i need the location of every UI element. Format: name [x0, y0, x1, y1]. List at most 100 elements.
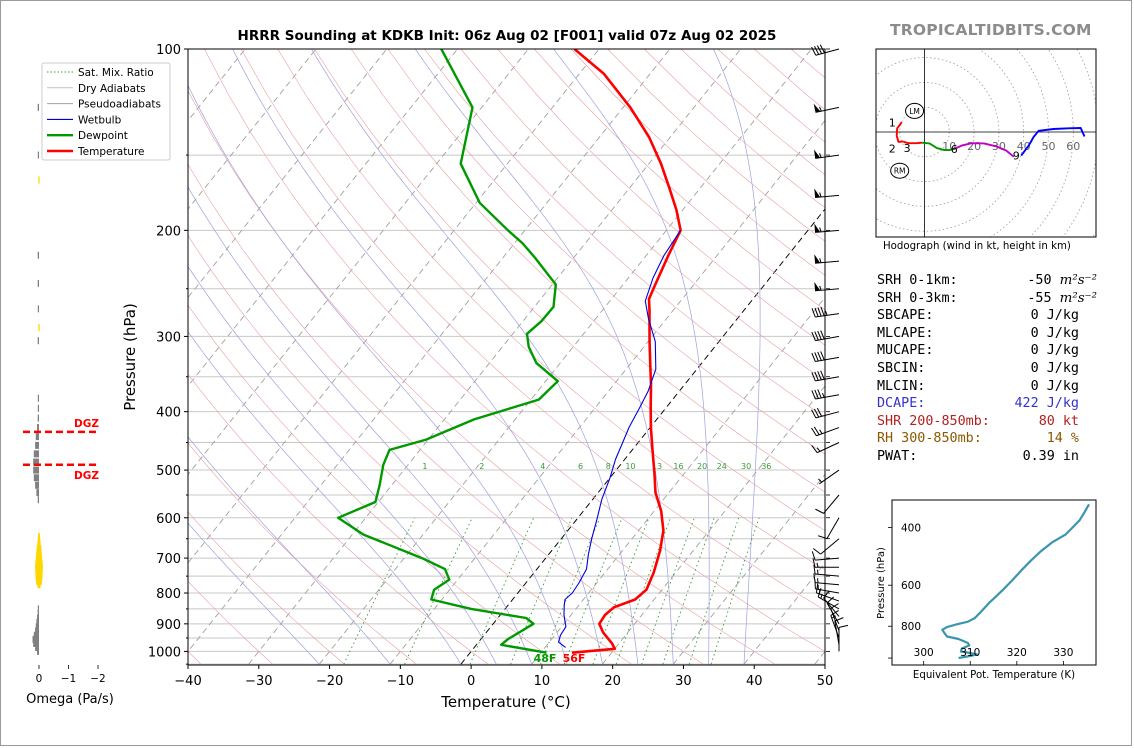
wind-barb	[814, 223, 840, 233]
barb-half	[821, 392, 825, 398]
mixing-ratio-label: 24	[717, 462, 727, 471]
dry-adiabat	[350, 49, 825, 493]
dry-adiabat	[424, 49, 825, 418]
wind-barb	[838, 624, 849, 652]
legend-entry: Sat. Mix. Ratio	[78, 67, 154, 79]
omega-tick-label: 0	[36, 673, 43, 685]
barb-staff	[815, 573, 840, 577]
parameter-row: SRH 0-3km: -55 m²s⁻²	[877, 290, 1107, 308]
x-tick-label: −10	[387, 674, 414, 689]
barb-full	[811, 352, 816, 362]
theta-e-frame	[891, 499, 1097, 666]
parameter-label: SHR 200-850mb:	[877, 413, 990, 429]
wind-barb	[811, 442, 840, 454]
omega-axis-label: Omega (Pa/s)	[26, 692, 114, 707]
x-tick-label: 40	[746, 674, 763, 689]
theta-e-line	[941, 503, 1090, 660]
dewpoint-line	[336, 49, 559, 654]
omega-bar	[36, 552, 42, 560]
legend: Sat. Mix. Ratio Dry Adiabats Pseudoadiabat…	[41, 62, 171, 161]
barb-full	[817, 389, 822, 399]
parameter-value: -50 m²s⁻²	[1027, 273, 1097, 288]
parameter-row: MUCAPE: 0 J/kg	[877, 342, 1107, 360]
legend-entry: Dry Adiabats	[78, 83, 146, 95]
parameter-row: SBCIN: 0 J/kg	[877, 360, 1107, 378]
surface-temperature-label: 56F	[563, 652, 586, 665]
parameter-row: MLCAPE: 0 J/kg	[877, 325, 1107, 343]
barb-staff	[815, 48, 840, 56]
mixing-ratio-label: 2	[479, 462, 484, 471]
storm-motion-marker	[890, 162, 910, 179]
omega-bar	[35, 560, 43, 568]
theta-e-x-axis-label: Equivalent Pot. Temperature (K)	[913, 670, 1075, 681]
wind-barb	[811, 306, 840, 318]
mixing-ratio-label: 20	[697, 462, 707, 471]
barb-half	[819, 285, 822, 291]
hodograph-caption: Hodograph (wind in kt, height in km)	[883, 241, 1071, 252]
hodograph-height-label: 3	[904, 142, 911, 155]
barb-flag	[814, 254, 821, 264]
omega-bar	[35, 623, 39, 631]
barb-half	[816, 447, 821, 452]
barb-full	[813, 573, 816, 583]
barb-full	[811, 308, 816, 318]
isotherm-zero	[460, 208, 825, 665]
barb-full	[815, 583, 819, 593]
pseudoadiabat	[553, 49, 710, 665]
wind-barb	[811, 426, 840, 437]
theta-e-plot-area	[941, 503, 1090, 660]
barb-staff	[815, 411, 840, 419]
omega-bar	[33, 631, 39, 639]
barb-full	[814, 331, 819, 341]
wind-barb	[815, 494, 840, 514]
omega-bar	[36, 489, 39, 497]
parameter-label: SBCAPE:	[877, 308, 934, 324]
barb-full	[811, 372, 816, 382]
dry-adiabat	[460, 49, 825, 382]
parameter-value: -55 m²s⁻²	[1027, 290, 1097, 306]
omega-bar	[37, 424, 39, 432]
omega-bar	[37, 605, 39, 613]
mixing-ratio-label: 1	[422, 462, 427, 471]
y-tick-label: 100	[156, 43, 181, 58]
parameter-label: SRH 0-1km:	[877, 273, 958, 288]
barb-full	[813, 426, 820, 435]
parameter-row: PWAT: 0.39 in	[877, 448, 1107, 466]
dry-adiabat	[188, 580, 273, 665]
skewt-plot-area: 1 2 4 6 8 10 13 16 20 24 30 36	[188, 49, 825, 665]
hodograph-height-label: 2	[889, 142, 896, 155]
theta-e-x-tick-label: 320	[1007, 647, 1027, 659]
dry-adiabat	[240, 49, 825, 611]
parameter-label: SBCIN:	[877, 360, 926, 376]
parameter-row: MLCIN: 0 J/kg	[877, 378, 1107, 396]
theta-e-y-tick-label: 400	[901, 522, 921, 534]
omega-bar	[35, 481, 39, 489]
parameter-row: SBCAPE: 0 J/kg	[877, 307, 1107, 325]
barb-full	[830, 610, 839, 616]
legend-entry: Dewpoint	[78, 130, 128, 142]
pseudoadiabat	[713, 49, 761, 665]
omega-bar	[38, 176, 40, 184]
skewt-axes-frame	[187, 48, 826, 666]
x-tick-label: −20	[316, 674, 343, 689]
barb-flag	[813, 149, 821, 159]
barb-half	[818, 478, 823, 483]
barb-full	[811, 427, 817, 437]
pseudoadiabat	[232, 49, 603, 665]
omega-bar	[37, 647, 39, 655]
wind-barb	[818, 469, 840, 485]
parameter-value: 0 J/kg	[1030, 325, 1079, 341]
mixing-ratio-label: 10	[625, 462, 635, 471]
barb-full	[838, 624, 849, 628]
wind-barb	[814, 254, 840, 264]
theta-e-x-tick-label: 310	[960, 647, 980, 659]
mixing-ratio-line	[540, 517, 601, 665]
omega-bar	[37, 305, 39, 313]
barb-staff	[823, 494, 840, 514]
hodograph-ring-label: 40	[1017, 140, 1031, 153]
legend-entry: Pseudoadiabats	[78, 99, 161, 111]
dry-adiabat	[497, 49, 825, 346]
wind-barb	[813, 149, 840, 159]
parameter-label: DCAPE:	[877, 396, 926, 412]
